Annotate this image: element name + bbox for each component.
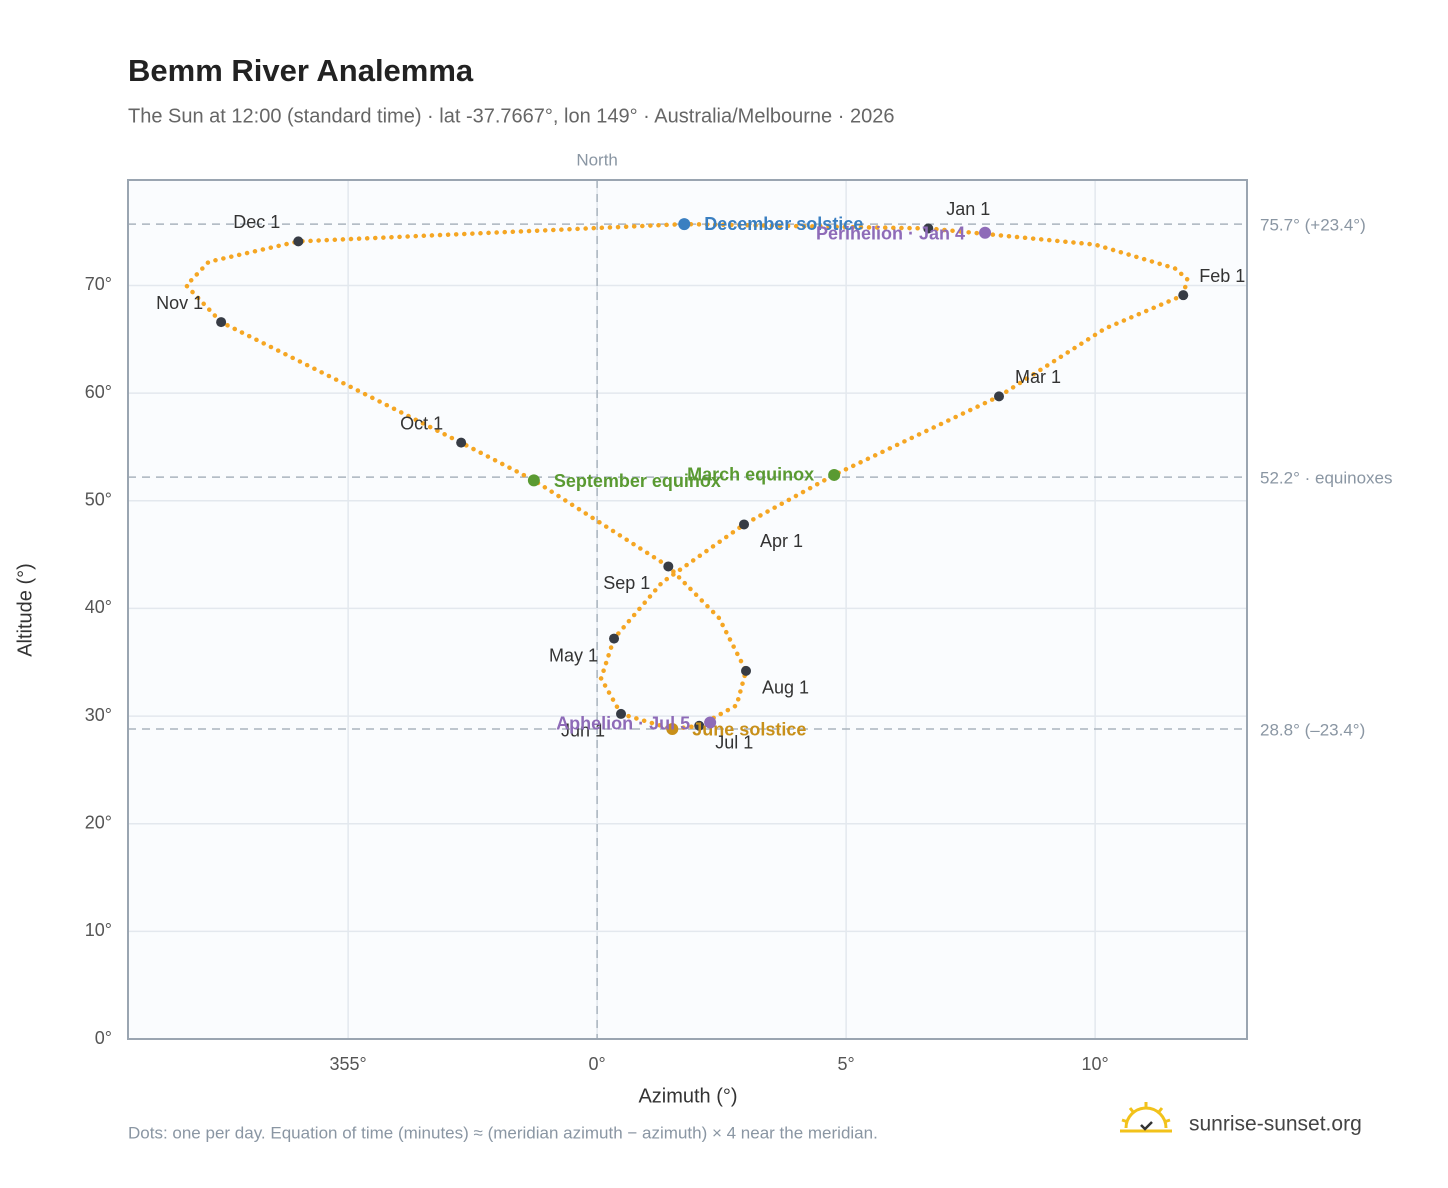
- month-marker: [923, 223, 934, 234]
- chart-subtitle: The Sun at 12:00 (standard time) · lat -…: [128, 105, 894, 127]
- month-label: Jun 1: [561, 721, 605, 741]
- x-axis-label: Azimuth (°): [638, 1085, 737, 1107]
- x-tick-label: 10°: [1081, 1054, 1108, 1074]
- y-tick-label: 70°: [85, 274, 112, 294]
- event-marker: [828, 468, 841, 481]
- event-marker: [678, 218, 691, 231]
- event-label: June solstice: [692, 720, 806, 740]
- analemma-dots: [183, 221, 1190, 732]
- event-label: December solstice: [704, 214, 863, 234]
- y-tick-label: 50°: [85, 490, 112, 510]
- month-marker: [993, 391, 1004, 402]
- x-tick-label: 5°: [838, 1054, 855, 1074]
- y-tick-label: 10°: [85, 920, 112, 940]
- footnote: Dots: one per day. Equation of time (min…: [128, 1123, 878, 1142]
- month-label: Oct 1: [400, 413, 443, 433]
- event-marker: [704, 716, 717, 729]
- month-marker: [1178, 290, 1189, 301]
- event-marker: [666, 722, 679, 735]
- month-label: Jan 1: [946, 199, 990, 219]
- month-marker: [609, 633, 620, 644]
- month-marker: [694, 720, 705, 731]
- y-axis-label: Altitude (°): [14, 563, 36, 657]
- month-marker: [216, 317, 227, 328]
- plot-area: [128, 180, 1247, 1039]
- event-marker: [527, 474, 540, 487]
- month-label: Aug 1: [762, 678, 809, 698]
- x-tick-label: 0°: [589, 1054, 606, 1074]
- month-label: May 1: [549, 645, 598, 665]
- month-label: Apr 1: [760, 531, 803, 551]
- event-label: Aphelion · Jul 5: [556, 713, 690, 733]
- event-label: March equinox: [687, 465, 814, 485]
- y-tick-label: 40°: [85, 597, 112, 617]
- month-marker: [293, 236, 304, 247]
- y-tick-label: 0°: [95, 1028, 112, 1048]
- x-tick-label: 355°: [329, 1054, 366, 1074]
- month-marker: [456, 437, 467, 448]
- y-tick-label: 20°: [85, 812, 112, 832]
- month-marker: [616, 708, 627, 719]
- y-tick-label: 30°: [85, 705, 112, 725]
- month-label: Dec 1: [233, 212, 280, 232]
- month-label: Feb 1: [1199, 266, 1245, 286]
- month-label: Jul 1: [715, 733, 753, 753]
- brand-name: sunrise-sunset.org: [1189, 1113, 1362, 1136]
- north-label: North: [576, 150, 618, 169]
- event-label: Perihelion · Jan 4: [816, 223, 965, 243]
- month-label: Mar 1: [1015, 367, 1061, 387]
- brand-logo: [1120, 1102, 1172, 1133]
- month-marker: [741, 665, 752, 676]
- month-label: Nov 1: [156, 293, 203, 313]
- reference-label: 52.2° · equinoxes: [1260, 469, 1393, 488]
- month-label: Sep 1: [603, 573, 650, 593]
- chart-title: Bemm River Analemma: [128, 53, 474, 88]
- y-tick-label: 60°: [85, 382, 112, 402]
- event-marker: [979, 226, 992, 239]
- event-label: September equinox: [554, 471, 721, 491]
- plot-frame: [127, 179, 1248, 1040]
- reference-label: 75.7° (+23.4°): [1260, 216, 1366, 235]
- month-marker: [663, 561, 674, 572]
- reference-label: 28.8° (–23.4°): [1260, 720, 1365, 739]
- month-marker: [739, 519, 750, 530]
